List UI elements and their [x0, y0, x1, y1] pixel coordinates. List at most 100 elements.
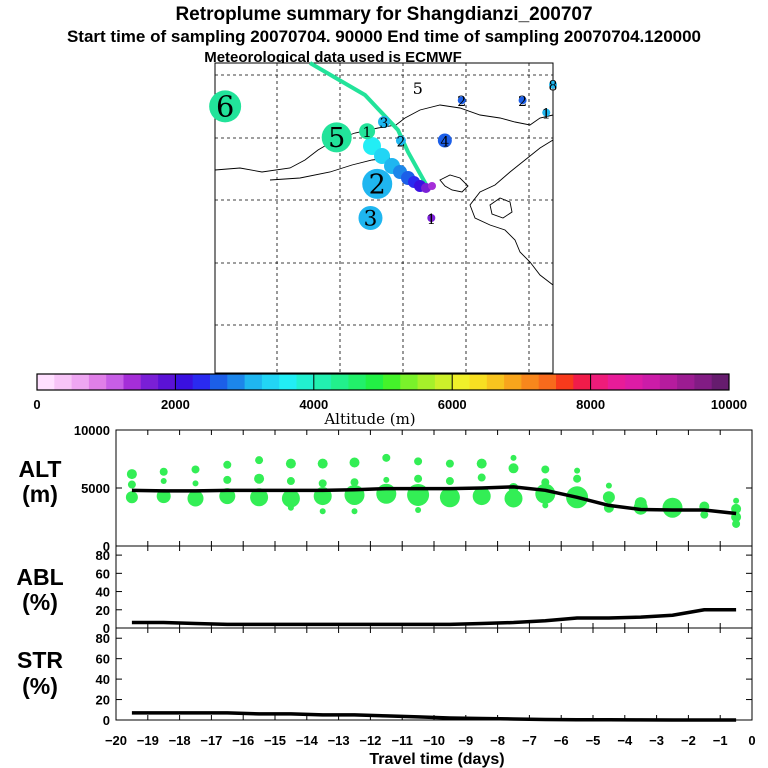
colorbar-cell-20	[383, 374, 401, 390]
xtick-label--6: −6	[554, 733, 569, 748]
alt-dot-30	[414, 457, 423, 466]
plume-marker-13	[427, 214, 436, 222]
colorbar-cell-1	[54, 374, 73, 390]
colorbar-tick-4000: 4000	[299, 397, 328, 412]
alt-dot-48	[574, 467, 581, 474]
alt-dot-23	[349, 457, 360, 468]
plume-marker-11	[549, 80, 557, 89]
colorbar-cell-39	[711, 374, 730, 390]
ytick-label-60: 60	[96, 566, 110, 581]
title-line1: Retroplume summary for Shangdianzi_20070…	[175, 4, 592, 25]
alt-dot-16	[286, 477, 295, 486]
colorbar-cells	[37, 374, 730, 390]
xtick-label--13: −13	[328, 733, 350, 748]
colorbar-cell-23	[434, 374, 453, 390]
plume-label-12: 1	[542, 107, 551, 123]
xtick-label--18: −18	[169, 733, 191, 748]
alt-dot-24	[350, 478, 359, 487]
xtick-label--10: −10	[423, 733, 445, 748]
colorbar-cell-15	[296, 374, 315, 390]
plume-marker-3	[408, 78, 427, 97]
panel-frame-abl	[115, 545, 753, 629]
plume-label-11: 8	[549, 79, 558, 95]
alt-dot-31	[414, 474, 423, 483]
plume-label-0: 6	[216, 90, 234, 124]
colorbar-cell-24	[452, 374, 470, 390]
alt-dot-13	[254, 473, 265, 484]
panel-unit-str: (%)	[22, 673, 58, 699]
alt-dot-52	[602, 491, 615, 504]
colorbar-cell-21	[400, 374, 419, 390]
colorbar-cell-2	[71, 374, 90, 390]
alt-dot-39	[472, 487, 491, 506]
ytick-label-0: 0	[103, 713, 110, 728]
colorbar-cell-7	[158, 374, 176, 390]
colorbar-tick-8000: 8000	[576, 397, 605, 412]
alt-dot-18	[287, 504, 294, 511]
plume-label-5: 3	[364, 207, 378, 232]
ytick-label-10000: 10000	[74, 423, 110, 438]
colorbar-cell-3	[88, 374, 107, 390]
plume-marker-5	[358, 206, 383, 230]
alt-dot-58	[700, 510, 709, 519]
panel-frame-str	[115, 627, 753, 721]
plume-marker-12	[542, 108, 551, 117]
xtick-label--9: −9	[458, 733, 473, 748]
ytick-label-20: 20	[96, 603, 110, 618]
alt-dot-8	[187, 490, 204, 507]
alt-dot-4	[160, 478, 167, 485]
alt-dot-49	[573, 474, 582, 483]
ytick-label-0: 0	[103, 621, 110, 636]
panel-unit-abl: (%)	[22, 589, 58, 615]
plume-marker-0	[209, 90, 242, 123]
xtick-label--20: −20	[105, 733, 127, 748]
plume-label-1: 5	[328, 123, 345, 154]
colorbar-cell-8	[175, 374, 194, 390]
panel-str: STR(%) 0 20 40 60 80	[17, 627, 753, 728]
alt-dot-1	[127, 480, 136, 489]
plume-label-8: 4	[440, 135, 449, 151]
plume-label-4: 2	[369, 170, 386, 201]
colorbar-cell-26	[486, 374, 505, 390]
colorbar-cell-14	[279, 374, 297, 390]
colorbar-cell-4	[106, 374, 124, 390]
alt-dot-15	[285, 458, 296, 469]
map-frame	[214, 62, 554, 374]
colorbar-cell-35	[642, 374, 661, 390]
map-coastlines	[214, 104, 554, 286]
alt-dot-36	[439, 487, 460, 508]
colorbar-cell-19	[365, 374, 384, 390]
plume-marker-4	[362, 168, 393, 199]
alt-dot-9	[223, 460, 232, 469]
xtick-label--8: −8	[490, 733, 505, 748]
panel-label-str: STR	[17, 647, 63, 673]
colorbar-cell-25	[469, 374, 488, 390]
xtick-label--5: −5	[586, 733, 601, 748]
alt-dot-28	[383, 476, 390, 483]
xtick-label--7: −7	[522, 733, 537, 748]
plume-label-9: 2	[457, 94, 466, 110]
colorbar-cell-36	[659, 374, 678, 390]
alt-dot-60	[731, 503, 742, 514]
plume-marker-7	[395, 135, 406, 146]
colorbar-cell-16	[313, 374, 332, 390]
plume-marker-2	[359, 123, 376, 140]
plume-label-2: 1	[363, 125, 372, 141]
plume-marker-1	[321, 122, 352, 153]
panel-label-alt: ALT	[18, 456, 61, 482]
panel-abl: ABL(%) 0 20 40 60 80	[16, 545, 753, 636]
title-line3: Meteorological data used is ECMWF	[204, 49, 462, 66]
plume-marker-9	[457, 96, 466, 105]
alt-dot-38	[477, 473, 486, 482]
plume-label-10: 2	[518, 94, 527, 110]
colorbar-title: Altitude (m)	[323, 410, 415, 428]
colorbar-cell-17	[331, 374, 349, 390]
xtick-label-0: 0	[748, 733, 755, 748]
plume-label-6: 3	[380, 116, 389, 132]
colorbar-cell-34	[625, 374, 643, 390]
alt-dot-35	[445, 477, 454, 486]
map-grid	[215, 63, 553, 373]
colorbar-cell-13	[261, 374, 280, 390]
ytick-label-20: 20	[96, 693, 110, 708]
